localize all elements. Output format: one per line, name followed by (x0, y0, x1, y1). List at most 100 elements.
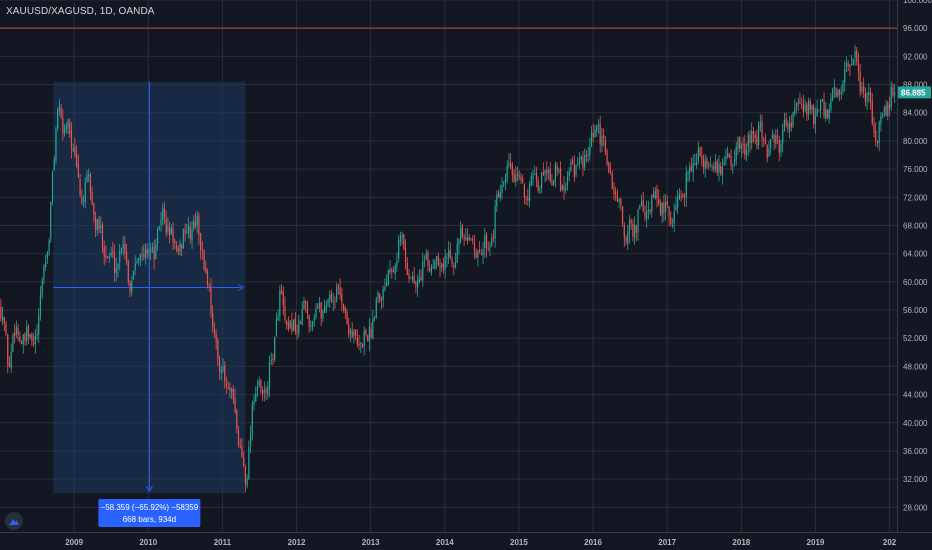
candle-body (258, 380, 260, 386)
y-tick-label: 80.000 (903, 137, 928, 146)
candle-body (265, 389, 267, 394)
candle-body (206, 270, 209, 285)
x-tick-label: 2011 (214, 538, 232, 547)
candle-body (890, 86, 892, 107)
candle-body (382, 288, 384, 301)
candle-body (534, 173, 536, 175)
candle-body (131, 281, 133, 293)
candle-body (644, 212, 646, 218)
candle-body (275, 319, 278, 336)
candle-body (144, 248, 147, 259)
candle-body (854, 51, 856, 58)
y-tick-label: 56.000 (903, 306, 928, 315)
candle-body (151, 246, 154, 251)
candle-body (818, 109, 820, 111)
candle-body (541, 173, 543, 188)
candle-body (138, 258, 140, 263)
candle-body (776, 137, 779, 138)
candle-body (0, 306, 2, 320)
candle-body (894, 92, 896, 96)
candle-body (93, 203, 95, 215)
candle-body (218, 357, 221, 372)
candle-body (89, 174, 92, 193)
candle-body (224, 365, 226, 381)
candle-body (379, 293, 381, 301)
candle-body (79, 179, 81, 196)
tooltip-box (98, 499, 201, 527)
tradingview-cloud-icon[interactable] (5, 512, 23, 530)
candle-body (186, 231, 188, 234)
candle-body (67, 119, 69, 127)
candle-body (456, 244, 458, 263)
candle-body (584, 155, 586, 168)
y-tick-label: 84.000 (903, 109, 928, 118)
candle-body (852, 59, 854, 65)
candle-body (243, 458, 245, 466)
candle-body (31, 334, 33, 342)
candle-body (311, 321, 314, 327)
candle-body (537, 180, 539, 191)
candle-body (222, 366, 224, 371)
candle-body (504, 179, 507, 184)
candle-body (373, 316, 376, 319)
candle-body (234, 398, 236, 412)
candle-body (683, 196, 686, 198)
candle-body (559, 168, 562, 190)
candle-body (711, 166, 713, 168)
y-tick-label: 40.000 (903, 419, 928, 428)
candle-body (527, 198, 529, 201)
candle-body (646, 210, 648, 220)
candle-body (389, 269, 391, 273)
candle-body (727, 153, 729, 157)
candle-body (747, 134, 749, 148)
candle-body (330, 293, 333, 303)
candle-body (475, 252, 477, 258)
candle-body (339, 287, 341, 295)
candle-body (179, 243, 181, 251)
candle-body (756, 136, 758, 146)
candle-body (845, 63, 848, 67)
candle-body (286, 321, 288, 325)
candle-body (22, 334, 24, 344)
candle-body (88, 174, 90, 177)
candle-body (656, 188, 658, 199)
candle-body (27, 326, 30, 337)
candle-body (320, 302, 322, 319)
x-tick-label: 2019 (807, 538, 825, 547)
candle-body (255, 392, 257, 402)
candle-body (406, 263, 408, 276)
candle-body (86, 174, 88, 182)
candle-body (634, 223, 636, 238)
candle-body (267, 387, 269, 395)
candle-body (689, 167, 691, 174)
candle-body (112, 251, 114, 254)
candle-body (714, 162, 717, 170)
candle-body (454, 261, 457, 268)
candle-body (430, 266, 432, 273)
candles (0, 44, 896, 493)
candle-body (692, 163, 694, 173)
candle-body (256, 386, 259, 392)
candle-body (863, 86, 865, 93)
candle-body (36, 333, 38, 336)
candle-body (790, 123, 792, 128)
candle-body (795, 103, 798, 107)
candle-body (334, 300, 336, 302)
candle-body (210, 287, 212, 314)
candle-body (341, 293, 343, 303)
symbol-title[interactable]: XAUUSD/XAGUSD, 1D, OANDA (6, 6, 155, 17)
candle-body (678, 193, 680, 200)
candle-body (754, 134, 756, 138)
candle-body (821, 99, 823, 102)
candle-body (15, 326, 17, 335)
candle-body (356, 338, 358, 345)
candle-body (236, 410, 238, 430)
candle-body (367, 334, 369, 341)
candle-body (48, 240, 50, 253)
candle-body (515, 175, 517, 182)
candle-body (442, 263, 445, 270)
candle-body (510, 162, 512, 167)
candle-body (10, 351, 12, 369)
candle-body (511, 164, 513, 175)
